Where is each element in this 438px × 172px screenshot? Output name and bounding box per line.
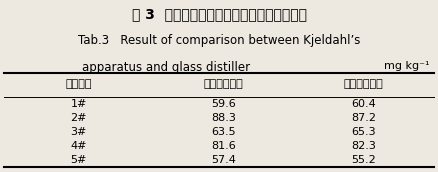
Text: 5#: 5#: [71, 155, 87, 165]
Text: mg kg⁻¹: mg kg⁻¹: [384, 61, 429, 71]
Text: Tab.3   Result of comparison between Kjeldahl’s: Tab.3 Result of comparison between Kjeld…: [78, 34, 360, 47]
Text: 81.6: 81.6: [211, 141, 236, 151]
Text: 3#: 3#: [71, 127, 87, 137]
Text: 表 3  全玻璃蜢馏法和凯氏定氮仪法比对结果: 表 3 全玻璃蜢馏法和凯氏定氮仪法比对结果: [131, 7, 307, 21]
Text: 63.5: 63.5: [211, 127, 236, 137]
Text: 1#: 1#: [71, 99, 87, 109]
Text: 87.2: 87.2: [351, 113, 376, 123]
Text: 59.6: 59.6: [211, 99, 236, 109]
Text: 全玻璃蜢馏法: 全玻璃蜢馏法: [204, 79, 243, 89]
Text: 2#: 2#: [71, 113, 87, 123]
Text: apparatus and glass distiller: apparatus and glass distiller: [82, 61, 251, 74]
Text: 88.3: 88.3: [211, 113, 236, 123]
Text: 55.2: 55.2: [351, 155, 376, 165]
Text: 57.4: 57.4: [211, 155, 236, 165]
Text: 82.3: 82.3: [351, 141, 376, 151]
Text: 4#: 4#: [71, 141, 87, 151]
Text: 60.4: 60.4: [351, 99, 376, 109]
Text: 凯氏定氮仪法: 凯氏定氮仪法: [344, 79, 383, 89]
Text: 样品编号: 样品编号: [66, 79, 92, 89]
Text: 65.3: 65.3: [351, 127, 376, 137]
